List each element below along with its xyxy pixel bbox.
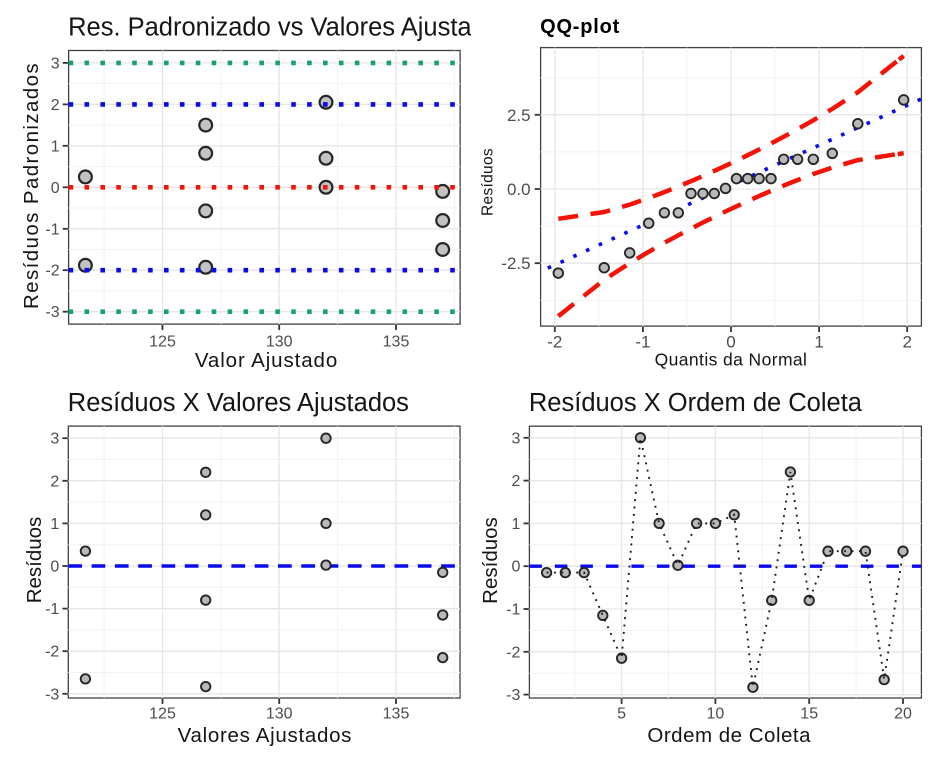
svg-text:5: 5 [617,706,626,723]
svg-text:Resíduos Padronizados: Resíduos Padronizados [20,62,43,309]
svg-text:-2: -2 [506,644,520,661]
svg-text:1: 1 [51,138,60,155]
svg-text:2: 2 [50,473,59,490]
svg-text:3: 3 [511,430,520,447]
svg-text:10: 10 [707,706,725,723]
svg-text:Res. Padronizado vs Valores Aj: Res. Padronizado vs Valores Ajustados [68,14,513,42]
svg-text:-3: -3 [45,304,59,321]
svg-text:Resíduos: Resíduos [480,148,497,216]
svg-text:-1: -1 [45,601,59,618]
svg-text:Resíduos X Ordem de Coleta: Resíduos X Ordem de Coleta [529,389,863,417]
svg-text:0: 0 [726,333,735,352]
svg-text:-2: -2 [45,644,59,661]
svg-text:125: 125 [149,334,176,351]
svg-text:3: 3 [51,55,60,72]
svg-text:Valor Ajustado: Valor Ajustado [195,349,338,372]
svg-text:3: 3 [50,431,59,448]
svg-text:0.0: 0.0 [507,180,531,199]
svg-text:125: 125 [149,706,176,723]
svg-text:-3: -3 [45,686,59,703]
svg-text:-2.5: -2.5 [501,254,530,273]
svg-text:15: 15 [800,706,818,723]
svg-text:-1: -1 [45,221,59,238]
svg-text:1: 1 [511,516,520,533]
svg-text:-2: -2 [45,263,59,280]
svg-text:2: 2 [511,473,520,490]
svg-text:1: 1 [50,516,59,533]
svg-text:20: 20 [894,706,912,723]
svg-text:135: 135 [383,334,410,351]
svg-text:-3: -3 [506,687,520,704]
svg-text:-1: -1 [635,333,650,352]
svg-text:-2: -2 [547,333,562,352]
svg-text:-1: -1 [506,602,520,619]
svg-text:0: 0 [51,180,60,197]
svg-text:Quantis da Normal: Quantis da Normal [655,350,808,370]
svg-text:Valores Ajustados: Valores Ajustados [178,724,352,747]
svg-text:1: 1 [814,333,823,352]
svg-text:Resíduos: Resíduos [479,517,502,604]
svg-text:0: 0 [511,559,520,576]
svg-text:2: 2 [902,333,911,352]
svg-text:QQ-plot: QQ-plot [540,16,620,38]
svg-text:Resíduos: Resíduos [23,517,46,604]
svg-text:135: 135 [383,706,410,723]
svg-text:130: 130 [266,706,293,723]
svg-text:0: 0 [50,559,59,576]
svg-text:2.5: 2.5 [507,106,531,125]
svg-text:Resíduos X Valores Ajustados: Resíduos X Valores Ajustados [68,389,409,417]
svg-text:Ordem de Coleta: Ordem de Coleta [647,724,811,747]
svg-text:2: 2 [51,97,60,114]
svg-text:130: 130 [266,334,293,351]
